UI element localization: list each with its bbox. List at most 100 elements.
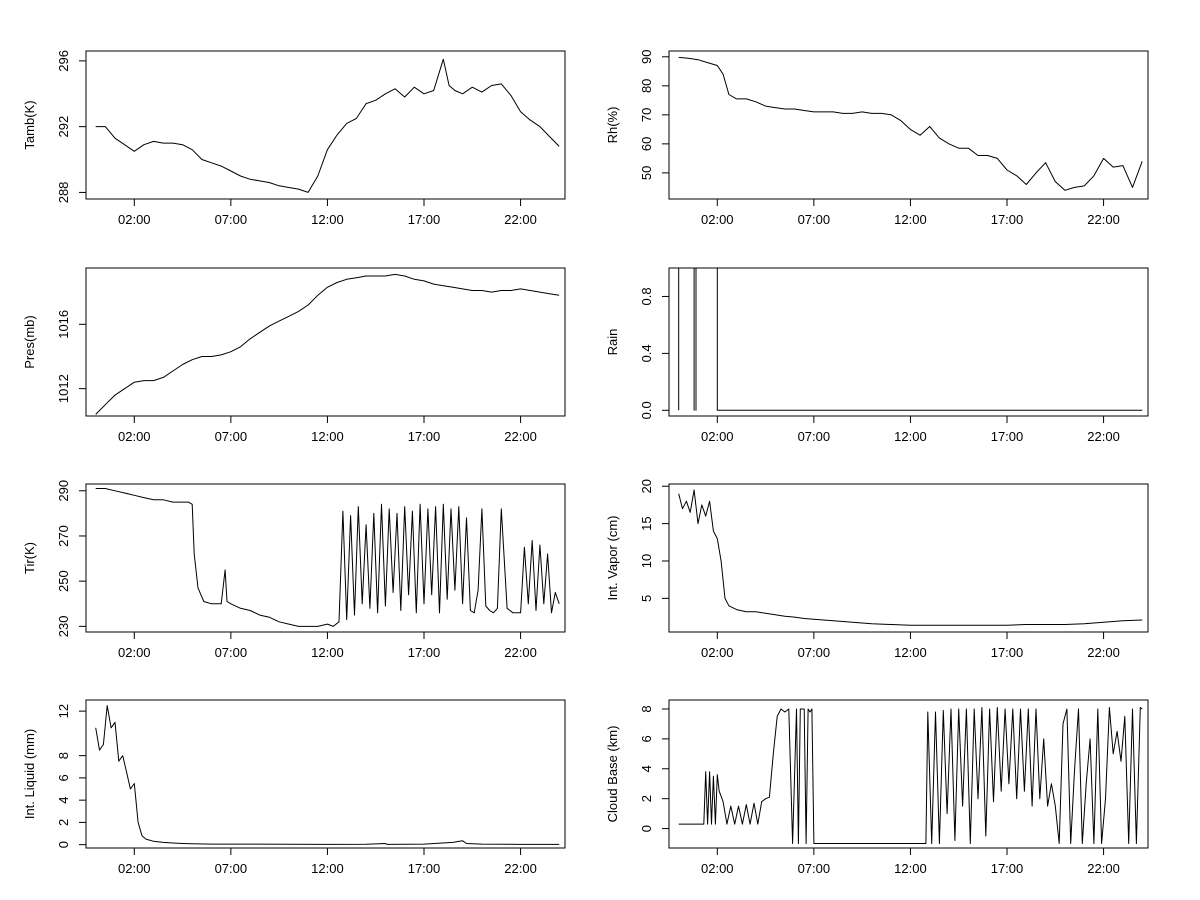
x-tick-label: 22:00 bbox=[504, 861, 537, 876]
x-tick-label: 02:00 bbox=[701, 429, 734, 444]
x-tick-label: 12:00 bbox=[311, 212, 344, 227]
x-tick-label: 22:00 bbox=[1087, 861, 1120, 876]
y-axis-label: Pres(mb) bbox=[22, 315, 37, 368]
x-tick-label: 07:00 bbox=[215, 645, 248, 660]
panel-int-liquid: 02:00 07:00 12:00 17:00 22:00 0 2 4 6 8 12 Int. Liq… bbox=[22, 699, 566, 876]
x-tick-label: 02:00 bbox=[701, 861, 734, 876]
panel-rain: 02:00 07:00 12:00 17:00 22:00 0.0 0.4 0.8 Rain bbox=[605, 267, 1149, 444]
plot-frame bbox=[85, 483, 566, 633]
y-tick-label: 0.0 bbox=[639, 401, 654, 419]
x-tick-label: 22:00 bbox=[1087, 429, 1120, 444]
y-tick-label: 270 bbox=[56, 525, 71, 547]
y-tick-label: 80 bbox=[639, 79, 654, 93]
x-tick-label: 07:00 bbox=[215, 212, 248, 227]
x-tick-label: 17:00 bbox=[991, 861, 1024, 876]
y-axis-label: Cloud Base (km) bbox=[605, 726, 620, 823]
series-line bbox=[95, 488, 560, 627]
y-tick-label: 0.8 bbox=[639, 287, 654, 305]
x-tick-label: 12:00 bbox=[894, 212, 927, 227]
x-tick-label: 12:00 bbox=[311, 645, 344, 660]
y-tick-label: 5 bbox=[639, 595, 654, 602]
series-line bbox=[95, 58, 560, 193]
y-tick-label: 296 bbox=[56, 50, 71, 72]
x-tick-label: 02:00 bbox=[701, 645, 734, 660]
panel-tir: 02:00 07:00 12:00 17:00 22:00 230 250 270 290 Tir… bbox=[22, 480, 566, 660]
x-tick-label: 02:00 bbox=[118, 645, 151, 660]
y-tick-label: 1012 bbox=[56, 374, 71, 403]
y-tick-label: 288 bbox=[56, 182, 71, 204]
y-tick-label: 70 bbox=[639, 108, 654, 122]
x-tick-label: 07:00 bbox=[215, 861, 248, 876]
x-tick-label: 22:00 bbox=[1087, 212, 1120, 227]
y-tick-label: 50 bbox=[639, 166, 654, 180]
series-line bbox=[678, 707, 1143, 844]
x-tick-label: 17:00 bbox=[408, 861, 441, 876]
y-tick-label: 0.4 bbox=[639, 344, 654, 362]
y-tick-label: 6 bbox=[56, 774, 71, 781]
y-tick-label: 2 bbox=[56, 819, 71, 826]
x-tick-label: 17:00 bbox=[408, 645, 441, 660]
x-tick-label: 22:00 bbox=[504, 429, 537, 444]
plot-frame bbox=[668, 699, 1149, 849]
y-tick-label: 8 bbox=[56, 752, 71, 759]
panel-cloud-base: 02:00 07:00 12:00 17:00 22:00 0 2 4 6 8 Cloud Base… bbox=[605, 699, 1149, 876]
y-tick-label: 12 bbox=[56, 704, 71, 718]
series-line bbox=[95, 705, 560, 845]
y-tick-label: 6 bbox=[639, 735, 654, 742]
y-tick-label: 0 bbox=[639, 825, 654, 832]
panel-int-vapor: 02:00 07:00 12:00 17:00 22:00 5 10 15 20 Int. Vap… bbox=[605, 479, 1149, 660]
y-axis-label: Tamb(K) bbox=[22, 100, 37, 149]
plot-frame bbox=[668, 267, 1149, 417]
x-tick-label: 17:00 bbox=[991, 645, 1024, 660]
x-tick-label: 17:00 bbox=[991, 429, 1024, 444]
x-tick-label: 22:00 bbox=[1087, 645, 1120, 660]
y-tick-label: 4 bbox=[56, 797, 71, 804]
panel-tamb: 02:00 07:00 12:00 17:00 22:00 288 292 296 Tamb(K… bbox=[22, 50, 566, 227]
y-tick-label: 10 bbox=[639, 554, 654, 568]
x-tick-label: 12:00 bbox=[894, 645, 927, 660]
y-tick-label: 8 bbox=[639, 705, 654, 712]
x-tick-label: 22:00 bbox=[504, 645, 537, 660]
y-axis-label: Int. Vapor (cm) bbox=[605, 515, 620, 600]
x-tick-label: 12:00 bbox=[311, 861, 344, 876]
y-tick-label: 60 bbox=[639, 137, 654, 151]
y-tick-label: 2 bbox=[639, 795, 654, 802]
series-line bbox=[678, 267, 1143, 411]
y-tick-label: 4 bbox=[639, 765, 654, 772]
x-tick-label: 17:00 bbox=[991, 212, 1024, 227]
x-tick-label: 02:00 bbox=[118, 429, 151, 444]
y-axis-label: Rain bbox=[605, 329, 620, 356]
plot-frame bbox=[85, 267, 566, 417]
y-tick-label: 1016 bbox=[56, 310, 71, 339]
x-tick-label: 12:00 bbox=[894, 429, 927, 444]
plot-frame bbox=[85, 699, 566, 849]
series-line bbox=[678, 56, 1143, 191]
plot-frame bbox=[85, 50, 566, 200]
plot-frame bbox=[668, 483, 1149, 633]
series-line bbox=[95, 273, 560, 415]
panel-pres: 02:00 07:00 12:00 17:00 22:00 1012 1016 Pres(mb… bbox=[22, 267, 566, 444]
x-tick-label: 07:00 bbox=[798, 645, 831, 660]
y-tick-label: 290 bbox=[56, 480, 71, 502]
y-tick-label: 90 bbox=[639, 50, 654, 64]
y-tick-label: 15 bbox=[639, 516, 654, 530]
x-tick-label: 22:00 bbox=[504, 212, 537, 227]
x-tick-label: 02:00 bbox=[701, 212, 734, 227]
plot-frame bbox=[668, 50, 1149, 200]
y-axis-label: Rh(%) bbox=[605, 107, 620, 144]
x-tick-label: 17:00 bbox=[408, 429, 441, 444]
y-axis-label: Tir(K) bbox=[22, 542, 37, 574]
x-tick-label: 07:00 bbox=[798, 429, 831, 444]
x-tick-label: 12:00 bbox=[311, 429, 344, 444]
y-tick-label: 20 bbox=[639, 479, 654, 493]
panel-rh: 02:00 07:00 12:00 17:00 22:00 50 60 70 80 90 Rh(%) bbox=[605, 50, 1149, 227]
x-tick-label: 07:00 bbox=[215, 429, 248, 444]
x-tick-label: 12:00 bbox=[894, 861, 927, 876]
y-tick-label: 250 bbox=[56, 570, 71, 592]
series-line bbox=[678, 489, 1143, 626]
y-tick-label: 230 bbox=[56, 615, 71, 637]
x-tick-label: 02:00 bbox=[118, 861, 151, 876]
x-tick-label: 07:00 bbox=[798, 861, 831, 876]
y-tick-label: 292 bbox=[56, 116, 71, 138]
